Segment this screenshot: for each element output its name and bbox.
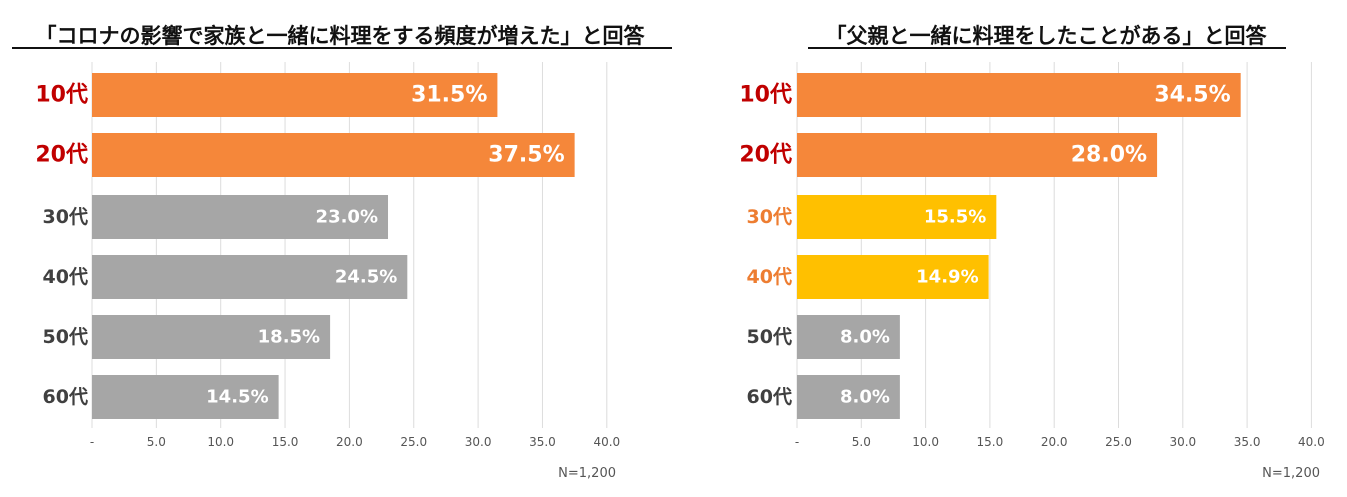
- category-label: 50代: [747, 326, 792, 348]
- x-tick-label: 30.0: [1169, 435, 1196, 449]
- chart-2: 「父親と一緒に料理をしたことがある」と回答 - 5.0 10.0 15.0 20.0 25.…: [739, 24, 1324, 481]
- bar: [92, 315, 331, 359]
- category-label: 10代: [739, 83, 792, 108]
- category-label: 40代: [43, 266, 88, 288]
- bar: [797, 255, 989, 299]
- x-tick-label: 25.0: [400, 435, 427, 449]
- x-tick-label: 25.0: [1105, 435, 1132, 449]
- bar-value-label: 28.0%: [1071, 143, 1147, 168]
- bar: [92, 73, 498, 117]
- x-tick-label: 35.0: [1234, 435, 1261, 449]
- bar: [797, 315, 900, 359]
- x-tick-label: 15.0: [977, 435, 1004, 449]
- chart-1: 「コロナの影響で家族と一緒に料理をする頻度が増えた」と回答 - 5.0 10.0 15.…: [12, 24, 672, 481]
- x-tick-label: 30.0: [465, 435, 492, 449]
- bar: [92, 133, 575, 177]
- bar: [92, 195, 389, 239]
- bar: [797, 195, 997, 239]
- x-tick-label: 40.0: [593, 435, 620, 449]
- x-tick-label: 5.0: [852, 435, 871, 449]
- x-tick-label: 35.0: [529, 435, 556, 449]
- bar: [797, 375, 900, 419]
- category-label: 50代: [43, 326, 88, 348]
- category-label: 30代: [43, 206, 88, 228]
- chart-title: 「コロナの影響で家族と一緒に料理をする頻度が増えた」と回答: [36, 24, 646, 48]
- x-tick-label: 10.0: [207, 435, 234, 449]
- bar-value-label: 34.5%: [1154, 83, 1230, 108]
- bar-value-label: 8.0%: [840, 327, 890, 348]
- category-label: 30代: [747, 206, 792, 228]
- bar: [797, 133, 1158, 177]
- category-label: 10代: [35, 83, 88, 108]
- x-tick-label: 15.0: [272, 435, 299, 449]
- x-tick-label: 5.0: [147, 435, 166, 449]
- bar-value-label: 24.5%: [335, 267, 397, 288]
- bar-value-label: 14.5%: [206, 387, 268, 408]
- sample-size-note: N=1,200: [1262, 466, 1320, 481]
- category-label: 60代: [747, 386, 792, 408]
- category-label: 40代: [747, 266, 792, 288]
- sample-size-note: N=1,200: [558, 466, 616, 481]
- bar-value-label: 23.0%: [316, 207, 378, 228]
- category-label: 20代: [35, 143, 88, 168]
- bar-value-label: 14.9%: [916, 267, 978, 288]
- bar: [797, 73, 1241, 117]
- bar-value-label: 31.5%: [411, 83, 487, 108]
- bar-value-label: 37.5%: [488, 143, 564, 168]
- x-tick-label: 20.0: [336, 435, 363, 449]
- x-tick-label: 10.0: [912, 435, 939, 449]
- bar: [92, 375, 279, 419]
- category-label: 60代: [43, 386, 88, 408]
- bar-value-label: 8.0%: [840, 387, 890, 408]
- x-tick-label: 40.0: [1298, 435, 1325, 449]
- bar: [92, 255, 408, 299]
- x-tick-label: -: [90, 435, 94, 449]
- category-label: 20代: [739, 143, 792, 168]
- x-tick-label: 20.0: [1041, 435, 1068, 449]
- bar-value-label: 18.5%: [258, 327, 320, 348]
- chart-title: 「父親と一緒に料理をしたことがある」と回答: [826, 24, 1268, 48]
- bar-value-label: 15.5%: [924, 207, 986, 228]
- x-tick-label: -: [795, 435, 799, 449]
